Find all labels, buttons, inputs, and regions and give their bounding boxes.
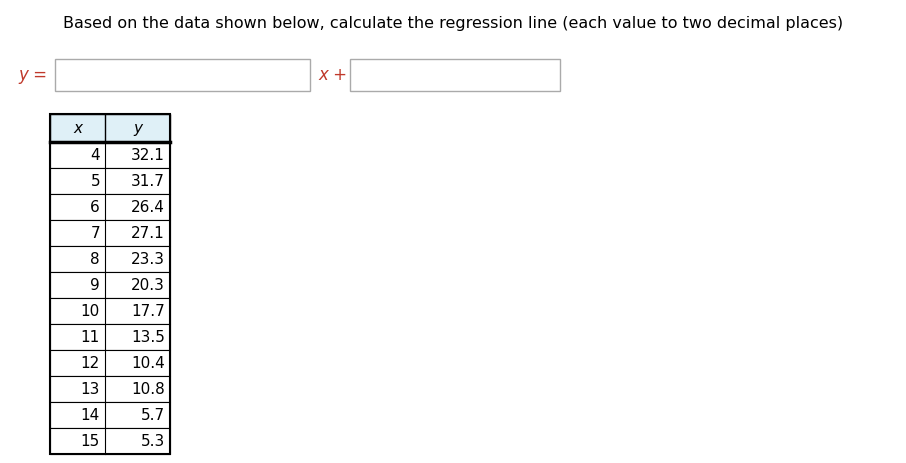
Text: 10.4: 10.4 — [131, 356, 165, 371]
Text: 5: 5 — [91, 174, 100, 189]
Bar — [350, 60, 560, 92]
Text: 13.5: 13.5 — [131, 330, 165, 345]
Text: 5.3: 5.3 — [140, 433, 165, 449]
Text: y =: y = — [18, 66, 47, 84]
Text: 8: 8 — [91, 252, 100, 267]
Bar — [50, 324, 170, 350]
Bar — [50, 143, 170, 169]
Text: 12: 12 — [81, 356, 100, 371]
Text: 7: 7 — [91, 226, 100, 241]
Text: 14: 14 — [81, 407, 100, 423]
Bar — [55, 60, 310, 92]
Bar — [50, 298, 170, 324]
Bar — [50, 350, 170, 376]
Text: y: y — [133, 121, 142, 136]
Text: 9: 9 — [91, 278, 100, 293]
Text: x: x — [73, 121, 82, 136]
Text: 6: 6 — [91, 200, 100, 215]
Bar — [50, 194, 170, 220]
Text: 26.4: 26.4 — [131, 200, 165, 215]
Text: 5.7: 5.7 — [140, 407, 165, 423]
Text: 10: 10 — [81, 304, 100, 319]
Bar — [50, 115, 170, 143]
Text: 10.8: 10.8 — [131, 382, 165, 397]
Bar — [50, 246, 170, 272]
Text: x +: x + — [318, 66, 347, 84]
Text: 23.3: 23.3 — [131, 252, 165, 267]
Bar — [50, 272, 170, 298]
Bar — [50, 376, 170, 402]
Text: 13: 13 — [81, 382, 100, 397]
Bar — [50, 115, 170, 454]
Text: 11: 11 — [81, 330, 100, 345]
Text: 20.3: 20.3 — [131, 278, 165, 293]
Text: 32.1: 32.1 — [131, 148, 165, 163]
Text: 17.7: 17.7 — [131, 304, 165, 319]
Text: 31.7: 31.7 — [131, 174, 165, 189]
Text: 15: 15 — [81, 433, 100, 449]
Bar — [50, 402, 170, 428]
Text: 27.1: 27.1 — [131, 226, 165, 241]
Text: 4: 4 — [91, 148, 100, 163]
Bar — [50, 428, 170, 454]
Bar — [50, 220, 170, 246]
Bar — [50, 169, 170, 194]
Text: Based on the data shown below, calculate the regression line (each value to two : Based on the data shown below, calculate… — [63, 16, 843, 31]
